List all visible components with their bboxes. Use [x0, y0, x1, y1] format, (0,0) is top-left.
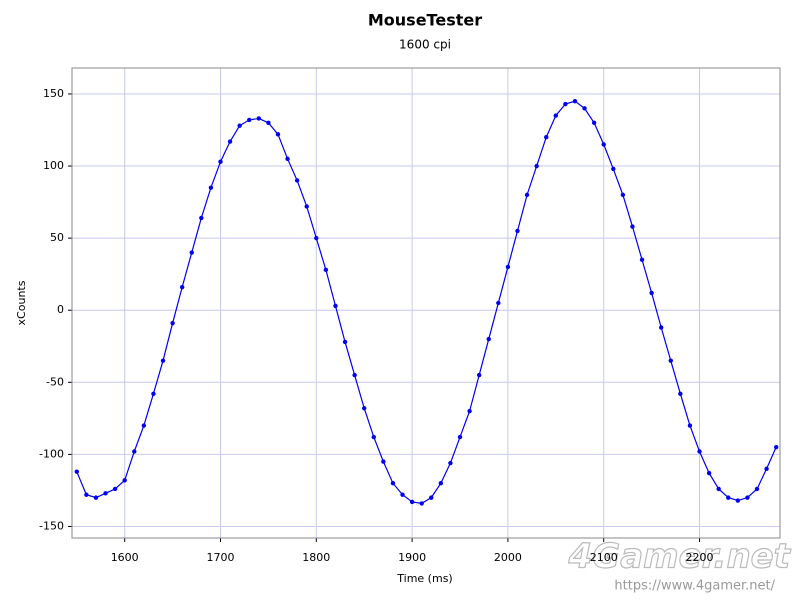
data-point [438, 481, 444, 486]
data-point [74, 469, 79, 474]
data-point [601, 142, 606, 147]
data-point [591, 120, 597, 125]
y-tick-label: 150 [43, 87, 64, 100]
data-point [103, 491, 108, 496]
data-point [275, 132, 281, 137]
x-tick-label: 1800 [302, 551, 330, 564]
y-tick-label: 0 [57, 303, 64, 316]
data-point [764, 466, 769, 471]
y-tick-label: -150 [39, 519, 64, 532]
data-point [352, 372, 357, 378]
data-point [496, 300, 501, 306]
data-point [639, 257, 645, 262]
data-point [419, 501, 424, 506]
data-point [611, 166, 616, 172]
y-tick-label: -50 [46, 375, 64, 388]
data-point [515, 228, 520, 234]
data-point [112, 486, 118, 492]
data-point [247, 117, 252, 123]
watermark-url: https://www.4gamer.net/ [614, 579, 775, 594]
data-point [572, 98, 578, 104]
x-tick-label: 2000 [494, 551, 522, 564]
data-point [362, 406, 367, 411]
data-point [400, 492, 405, 497]
x-tick-label: 2200 [686, 551, 714, 564]
data-point [534, 163, 539, 169]
data-point [649, 290, 654, 296]
data-point [381, 459, 386, 464]
y-tick-label: 50 [50, 231, 64, 244]
plot-area [71, 67, 781, 539]
y-axis-label: xCounts [15, 280, 28, 325]
data-point [323, 267, 329, 273]
data-point [544, 135, 549, 140]
data-point [371, 434, 376, 440]
data-point [476, 372, 482, 378]
watermark: 4Gamer.net [568, 537, 792, 577]
data-point [429, 495, 434, 500]
data-point [179, 284, 185, 290]
data-point [218, 159, 223, 164]
data-point [208, 185, 214, 190]
data-point [716, 486, 721, 492]
data-point [563, 101, 568, 107]
data-point [582, 106, 587, 111]
series-line [76, 100, 777, 505]
data-point [342, 339, 348, 345]
plot-frame [71, 67, 781, 539]
data-point [160, 358, 166, 363]
data-point [84, 492, 89, 497]
data-point [390, 481, 396, 486]
x-tick-label: 1700 [206, 551, 234, 564]
data-point [199, 215, 204, 221]
data-point [266, 120, 271, 125]
data-point [735, 498, 741, 503]
x-tick-label: 1900 [398, 551, 426, 564]
data-point [697, 449, 702, 454]
data-point [237, 123, 242, 128]
data-point [333, 303, 338, 309]
data-point [726, 495, 731, 500]
data-point [687, 423, 693, 428]
data-point [409, 499, 415, 505]
data-point [285, 156, 290, 162]
data-point [773, 444, 779, 450]
data-point [448, 460, 453, 466]
chart-title: MouseTester [368, 11, 482, 30]
data-point [256, 116, 262, 121]
data-point [659, 325, 664, 330]
data-point [486, 336, 491, 342]
y-tick-label: 100 [43, 159, 64, 172]
data-point [227, 139, 233, 144]
data-point [132, 449, 137, 454]
data-point [141, 423, 147, 428]
data-point [553, 113, 559, 118]
data-point [467, 408, 472, 414]
data-point [706, 470, 712, 476]
data-point [754, 486, 760, 492]
x-tick-label: 1600 [111, 551, 139, 564]
data-point [189, 250, 194, 255]
y-tick-label: -100 [39, 447, 64, 460]
data-point [524, 192, 530, 198]
data-point [93, 495, 99, 500]
data-point [668, 358, 673, 363]
data-point [457, 434, 463, 440]
data-point [678, 391, 683, 397]
data-point [151, 391, 156, 397]
data-point [314, 235, 319, 241]
data-point [304, 204, 309, 209]
x-axis-label: Time (ms) [396, 572, 452, 585]
data-point [294, 178, 300, 183]
data-point [170, 320, 175, 326]
data-point [745, 495, 750, 500]
chart-subtitle: 1600 cpi [399, 38, 451, 52]
data-point [505, 264, 511, 270]
data-point [620, 192, 626, 198]
data-point [122, 478, 127, 483]
x-tick-label: 2100 [590, 551, 618, 564]
data-point [630, 224, 635, 229]
